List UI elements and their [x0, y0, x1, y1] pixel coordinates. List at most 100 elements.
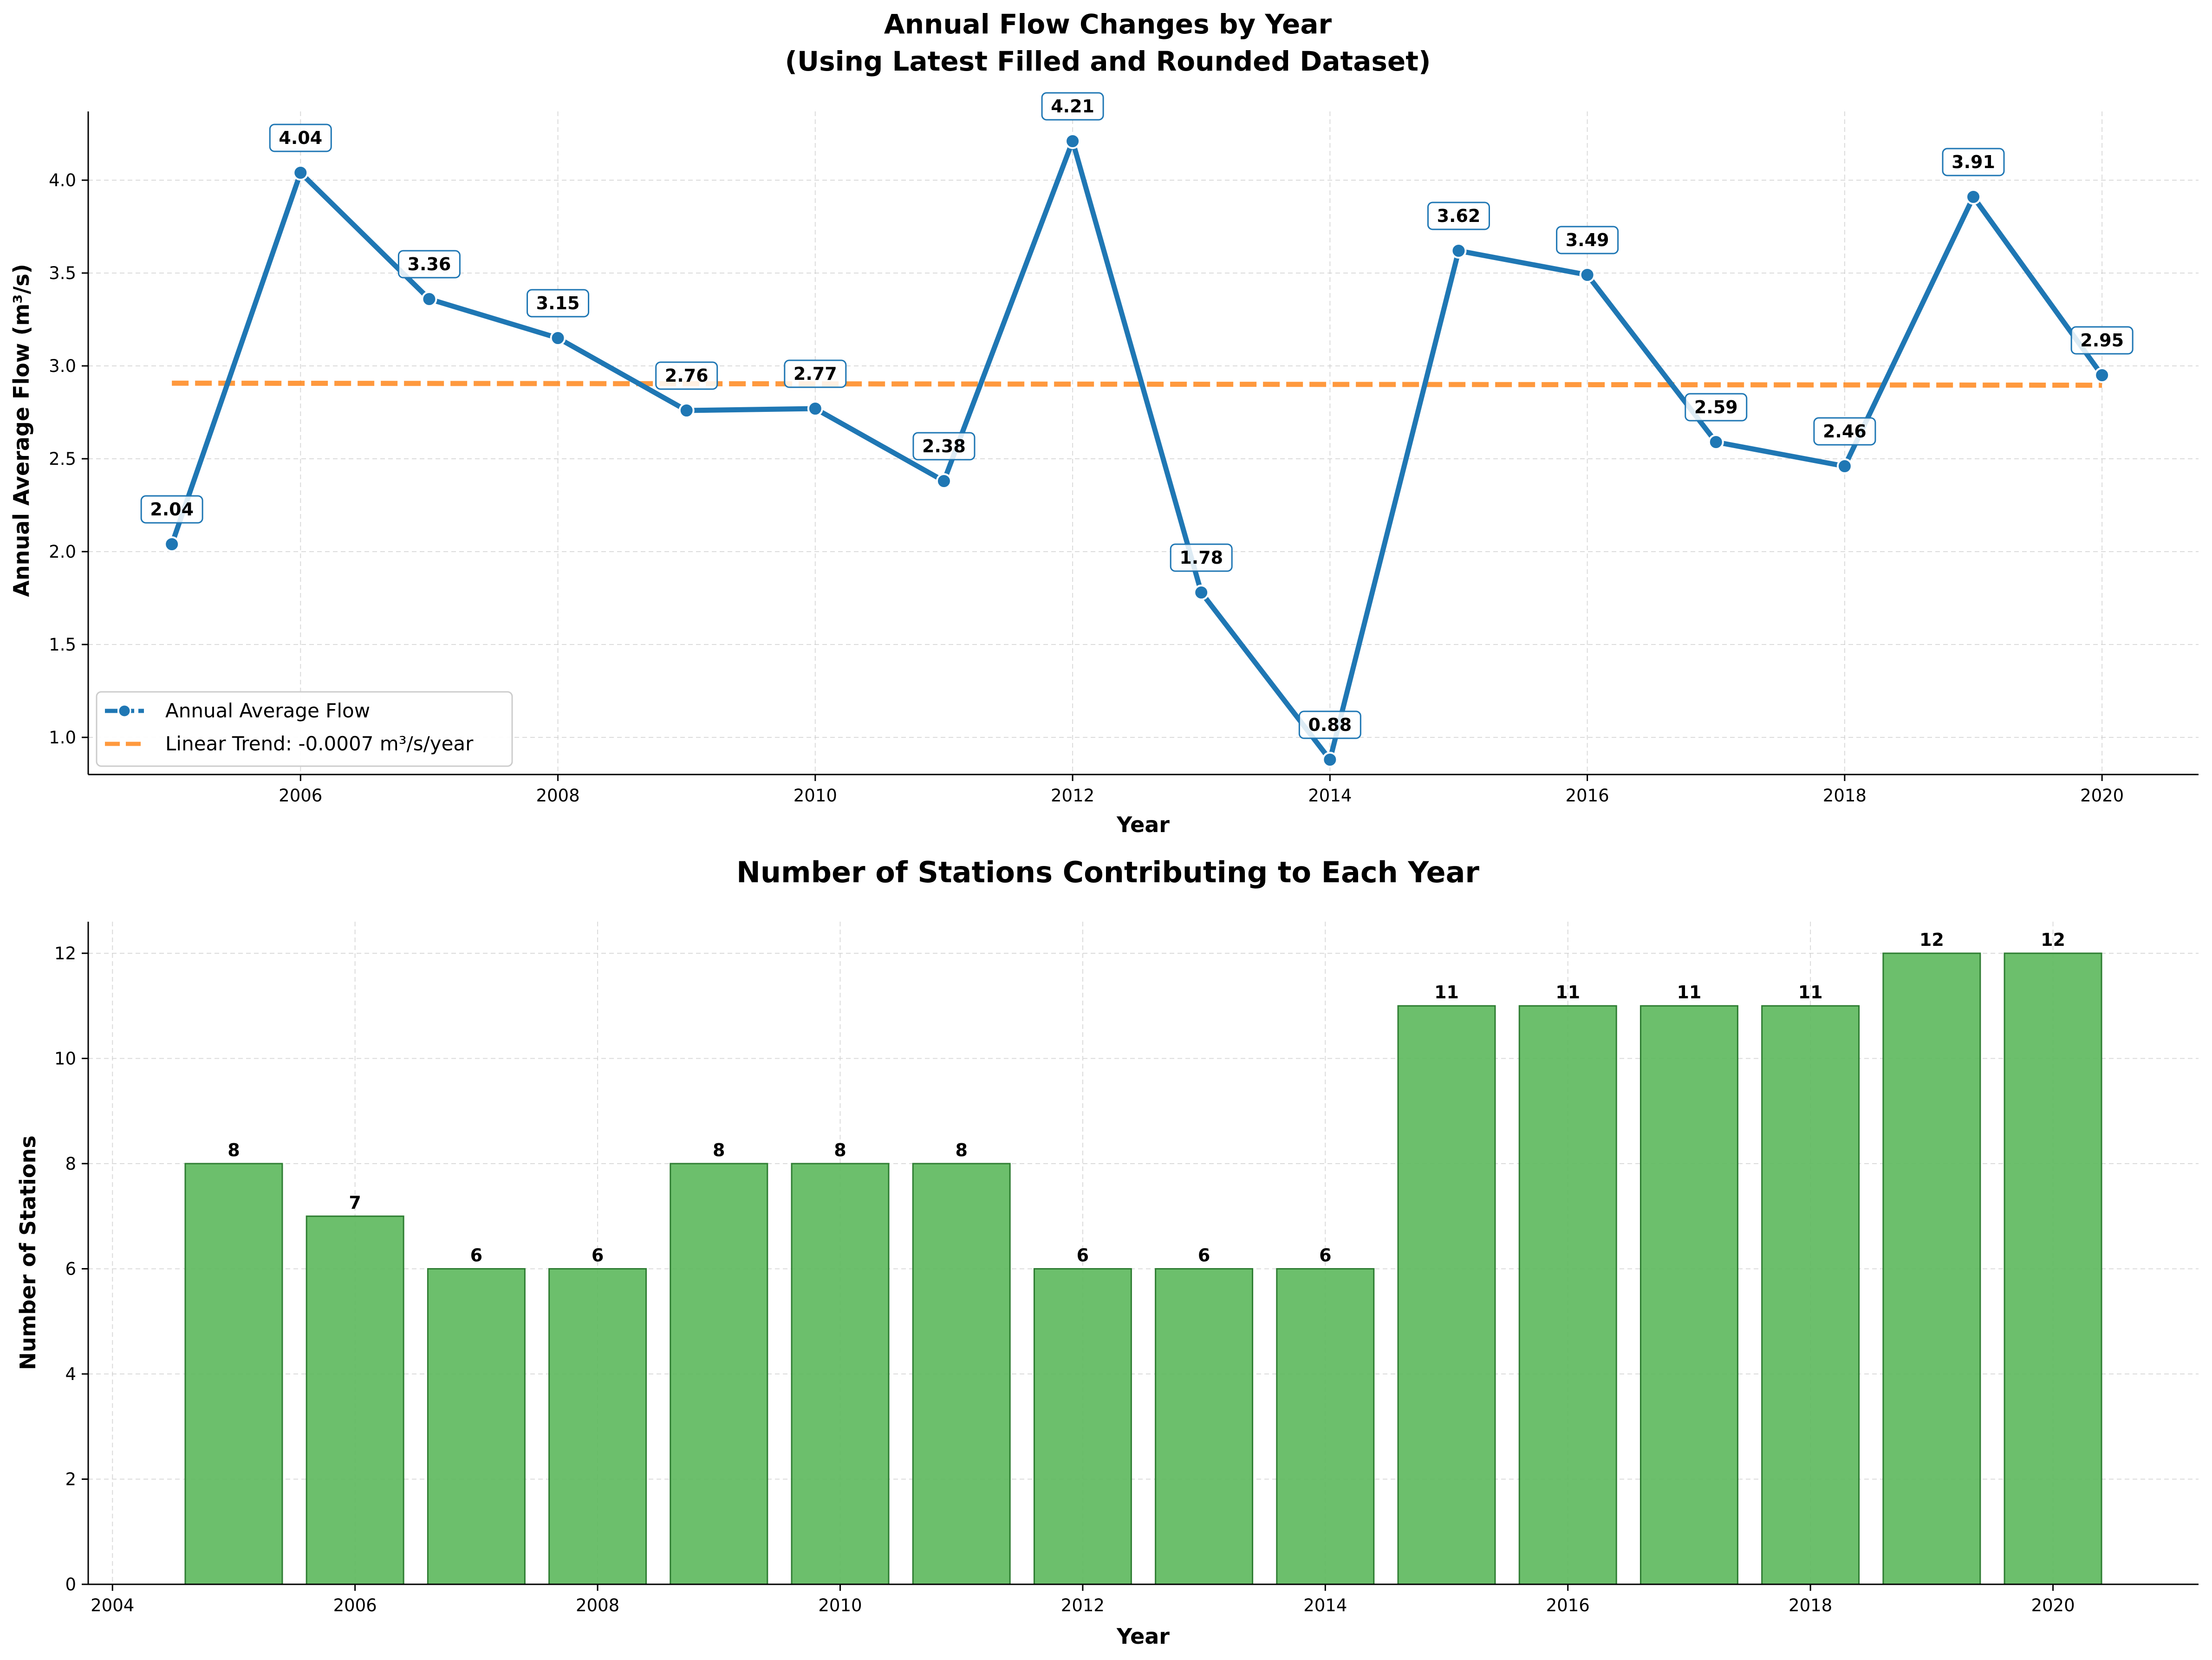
- station-bar: [548, 1268, 647, 1585]
- flow-point: [550, 330, 566, 346]
- bottom-x-tick-label: 2006: [333, 1595, 377, 1615]
- flow-point: [1836, 458, 1853, 474]
- top-y-tick-label: 3.5: [49, 263, 76, 283]
- top-legend: Annual Average Flow Linear Trend: -0.000…: [96, 691, 513, 767]
- flow-data-label: 4.21: [1051, 96, 1094, 117]
- bottom-bar-labels: 8 7 6 6 8 8 8 6 6 6 11 11 11 11 12 12: [228, 930, 2065, 1266]
- station-bar-label: 11: [1434, 982, 1459, 1003]
- station-bar-label: 6: [1198, 1245, 1210, 1265]
- top-chart-title-line1: Annual Flow Changes by Year: [884, 8, 1332, 40]
- station-bar: [791, 1163, 890, 1585]
- top-grid: [88, 111, 2199, 775]
- bottom-chart-title: Number of Stations Contributing to Each …: [736, 855, 1479, 889]
- station-bar-label: 12: [2041, 930, 2065, 950]
- flow-point: [1579, 267, 1595, 283]
- top-x-tick-label: 2010: [794, 786, 837, 806]
- bottom-y-tick-label: 6: [65, 1259, 76, 1279]
- top-series: [164, 133, 2110, 768]
- flow-data-label: 2.77: [794, 364, 837, 384]
- top-x-tick-label: 2008: [536, 786, 579, 806]
- flow-point: [421, 291, 437, 307]
- flow-data-label: 3.15: [536, 293, 580, 313]
- station-bar: [1397, 1005, 1496, 1585]
- flow-data-label-box: [1813, 417, 1876, 446]
- bottom-x-tick-label: 2004: [91, 1595, 134, 1615]
- station-bar-label: 8: [834, 1140, 846, 1160]
- bottom-y-tick-label: 12: [54, 944, 76, 963]
- flow-data-label-box: [1298, 710, 1361, 739]
- top-x-tick-label: 2012: [1051, 786, 1094, 806]
- top-x-tick-label: 2006: [279, 786, 322, 806]
- bottom-x-tick-label: 2018: [1789, 1595, 1832, 1615]
- flow-point: [164, 536, 180, 552]
- flow-point: [1193, 585, 1210, 600]
- station-bar-label: 7: [349, 1192, 361, 1213]
- flow-data-label-box: [1041, 92, 1104, 121]
- trend-line: [172, 380, 2102, 388]
- flow-point: [678, 403, 695, 418]
- legend-flow-swatch-marker: [117, 704, 131, 718]
- top-x-tick-label: 2020: [2080, 786, 2124, 806]
- top-y-tick-label: 1.5: [49, 635, 76, 655]
- flow-point: [293, 165, 309, 181]
- flow-data-label: 1.78: [1179, 547, 1223, 568]
- legend-trend-label: Linear Trend: -0.0007 m³/s/year: [165, 732, 474, 755]
- bottom-y-tick-label: 2: [65, 1469, 76, 1489]
- station-bar: [184, 1163, 283, 1585]
- top-data-labels: 2.04 4.04 3.36 3.15 2.76 2.77 2.38 4.21 1.78 0.88…: [140, 92, 2134, 739]
- station-bar-label: 11: [1677, 982, 1701, 1003]
- bottom-x-tick-label: 2010: [818, 1595, 862, 1615]
- station-bar: [2004, 952, 2102, 1585]
- flow-data-label-box: [269, 124, 332, 152]
- station-bar-label: 11: [1555, 982, 1580, 1003]
- flow-point: [1065, 133, 1081, 149]
- legend-frame: [96, 691, 513, 767]
- top-chart-title-line2: (Using Latest Filled and Rounded Dataset…: [785, 46, 1431, 77]
- flow-data-label: 0.88: [1308, 715, 1352, 735]
- station-bar: [1033, 1268, 1132, 1585]
- top-x-tick-label: 2014: [1308, 786, 1352, 806]
- top-y-tick-label: 1.0: [49, 728, 76, 748]
- station-bar-label: 6: [470, 1245, 482, 1265]
- top-x-tick-label: 2018: [1823, 786, 1867, 806]
- flow-data-label-box: [912, 432, 976, 461]
- flow-point: [1322, 752, 1338, 768]
- top-y-axis-label: Annual Average Flow (m³/s): [9, 264, 34, 597]
- flow-point: [1965, 189, 1982, 205]
- station-bar: [670, 1163, 768, 1585]
- flow-point: [936, 473, 952, 489]
- stations-bar-chart: Number of Stations Contributing to Each …: [15, 855, 2199, 1649]
- flow-point: [2094, 367, 2110, 383]
- flow-data-label: 2.38: [922, 436, 966, 456]
- bottom-y-tick-label: 0: [65, 1575, 76, 1595]
- bottom-ticks: 2004 2006 2008 2010 2012 2014 2016 2018 2020 0 2 4 6…: [54, 944, 2075, 1615]
- top-y-tick-label: 3.0: [49, 356, 76, 376]
- bottom-x-tick-label: 2020: [2031, 1595, 2075, 1615]
- flow-data-label-box: [1427, 202, 1490, 230]
- top-x-axis-label: Year: [1116, 812, 1170, 837]
- flow-data-label: 2.76: [665, 365, 709, 386]
- station-bar: [306, 1215, 404, 1585]
- flow-data-label: 2.95: [2080, 330, 2124, 351]
- legend-flow-label: Annual Average Flow: [165, 699, 370, 722]
- station-bar-label: 11: [1798, 982, 1823, 1003]
- station-bar: [1639, 1005, 1738, 1585]
- bottom-y-tick-label: 8: [65, 1154, 76, 1174]
- bottom-y-tick-label: 10: [54, 1048, 76, 1068]
- bottom-grid: [88, 922, 2199, 1585]
- flow-data-label: 3.49: [1566, 230, 1609, 250]
- flow-data-label: 3.62: [1437, 206, 1481, 226]
- flow-line-chart: Annual Flow Changes by Year (Using Lates…: [9, 8, 2199, 837]
- bottom-x-tick-label: 2008: [576, 1595, 619, 1615]
- station-bar-label: 8: [955, 1140, 967, 1160]
- flow-data-label-box: [527, 289, 590, 318]
- station-bar-label: 8: [228, 1140, 240, 1160]
- station-bar: [1882, 952, 1981, 1585]
- top-y-tick-label: 4.0: [49, 170, 76, 190]
- flow-data-label-box: [2070, 326, 2134, 355]
- flow-data-label: 3.36: [408, 254, 451, 274]
- top-axes: [87, 111, 2199, 775]
- station-bar: [427, 1268, 526, 1585]
- flow-data-label-box: [1942, 148, 2005, 176]
